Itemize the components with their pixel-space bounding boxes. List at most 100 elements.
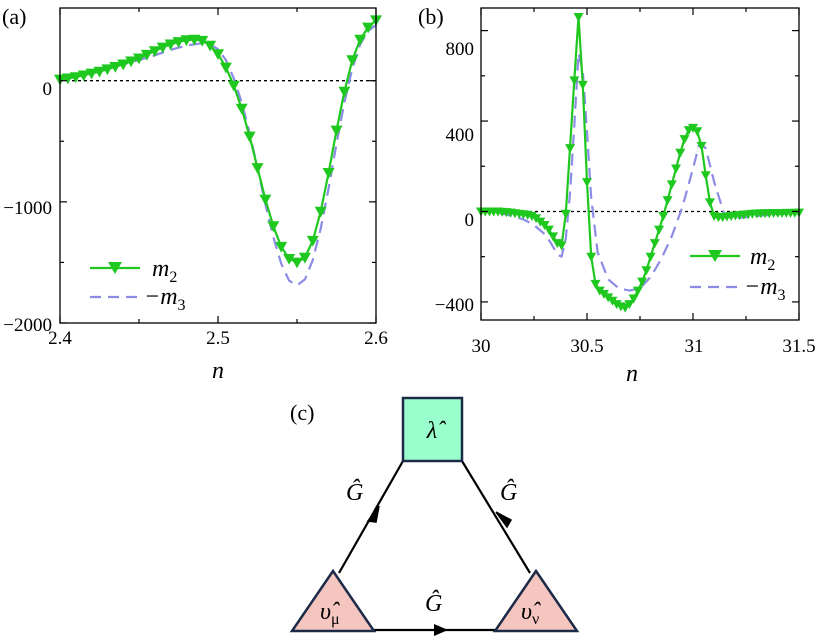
data-point-marker <box>573 13 584 23</box>
lambda-box <box>401 396 464 463</box>
data-point-marker <box>696 141 707 151</box>
marker-group <box>54 15 382 269</box>
arrow-bottom-icon <box>434 624 448 636</box>
data-point-marker <box>692 127 703 137</box>
data-point-marker <box>93 66 106 78</box>
data-point-marker <box>662 196 673 206</box>
data-point-marker <box>275 241 288 253</box>
data-point-marker <box>338 86 351 98</box>
data-point-marker <box>85 68 98 80</box>
data-point-marker <box>259 194 272 206</box>
series-line-m3 <box>480 52 800 292</box>
data-point-marker <box>590 279 601 289</box>
legend-name: −m <box>744 274 778 300</box>
data-point-marker <box>69 72 82 84</box>
series-line-m3 <box>59 24 377 287</box>
data-point-marker <box>543 225 554 235</box>
data-point-marker <box>624 300 635 310</box>
data-point-marker <box>243 131 256 143</box>
data-point-marker <box>109 61 122 73</box>
data-point-marker <box>61 73 74 85</box>
data-point-marker <box>641 266 652 276</box>
legend-name: m <box>152 256 169 282</box>
y-tick-label: 800 <box>446 39 475 60</box>
data-point-marker <box>704 198 715 208</box>
panel-b-label: (b) <box>418 4 444 29</box>
data-point-marker <box>586 252 597 262</box>
data-point-marker <box>565 144 576 154</box>
data-point-marker <box>291 257 303 269</box>
data-point-marker <box>649 239 660 249</box>
arrow-right-icon <box>495 511 513 529</box>
left-vertex-triangle <box>289 568 377 633</box>
marker-group <box>476 13 804 313</box>
x-tick-label: 30.5 <box>570 336 603 357</box>
legend-label-m3: −m3 <box>144 284 186 314</box>
x-tick-label: 31 <box>685 336 704 357</box>
panel-b: (b) 30 30.5 31 31.5 800 400 0 −400 n m2 … <box>418 4 816 387</box>
data-point-marker <box>133 53 145 65</box>
data-point-marker <box>645 252 656 262</box>
right-vertex-triangle <box>492 568 580 633</box>
data-point-marker <box>148 46 161 58</box>
data-point-marker <box>164 39 177 51</box>
legend-name: m <box>750 244 767 270</box>
data-point-marker <box>354 34 367 46</box>
edge-right-label: Ĝ <box>500 480 517 506</box>
data-point-marker <box>666 180 677 190</box>
data-point-marker <box>675 148 686 158</box>
data-point-marker <box>180 35 193 47</box>
tick-group <box>59 8 377 324</box>
legend: m2 −m3 <box>690 244 786 304</box>
legend-sub: 3 <box>178 297 186 314</box>
data-point-marker <box>251 163 264 174</box>
legend-sub: 2 <box>169 269 177 286</box>
data-point-marker <box>125 56 138 68</box>
y-tick-label: −400 <box>435 295 474 316</box>
data-point-marker <box>560 209 571 219</box>
x-axis-title: n <box>212 358 224 384</box>
y-tick-label: −1000 <box>3 198 52 219</box>
x-tick-label: 2.5 <box>206 328 230 349</box>
y-tick-label: −2000 <box>3 315 52 336</box>
x-axis-title: n <box>626 361 638 387</box>
data-point-marker <box>235 103 248 115</box>
data-point-marker <box>582 178 592 188</box>
legend-label-m3: −m3 <box>744 274 786 304</box>
data-point-marker <box>548 232 559 242</box>
data-point-marker <box>298 252 311 264</box>
tick-group <box>480 8 800 320</box>
data-point-marker <box>140 49 153 61</box>
data-point-marker <box>101 64 114 76</box>
data-point-marker <box>671 164 682 174</box>
x-tick-label: 2.6 <box>364 328 388 349</box>
data-point-marker <box>322 167 335 179</box>
data-point-marker <box>77 70 90 82</box>
data-point-marker <box>156 42 169 54</box>
data-point-marker <box>658 212 669 221</box>
panel-c-diagram: (c) λ̂ υ̂μ υ̂ν Ĝ Ĝ Ĝ <box>289 396 580 636</box>
legend: m2 −m3 <box>90 256 186 314</box>
data-point-marker <box>628 294 639 304</box>
data-point-marker <box>569 76 580 86</box>
data-point-marker <box>556 241 567 251</box>
data-point-marker <box>330 125 343 137</box>
data-point-marker <box>526 212 537 221</box>
legend-label-m2: m2 <box>152 256 177 286</box>
edge-left-label: Ĝ <box>346 480 363 506</box>
x-tick-label: 2.4 <box>48 328 72 349</box>
x-tick-label: 31.5 <box>782 336 815 357</box>
data-point-marker <box>117 59 130 71</box>
data-point-marker <box>539 221 550 231</box>
x-tick-label: 30 <box>472 336 491 357</box>
data-point-marker <box>212 49 224 61</box>
vertex-sub: μ <box>331 611 340 628</box>
data-point-marker <box>552 239 563 249</box>
legend-name: −m <box>144 284 178 310</box>
data-point-marker <box>700 171 711 181</box>
data-point-marker <box>267 221 280 233</box>
data-point-marker <box>314 206 327 218</box>
y-tick-label: 0 <box>465 210 475 231</box>
data-point-marker <box>346 55 359 67</box>
